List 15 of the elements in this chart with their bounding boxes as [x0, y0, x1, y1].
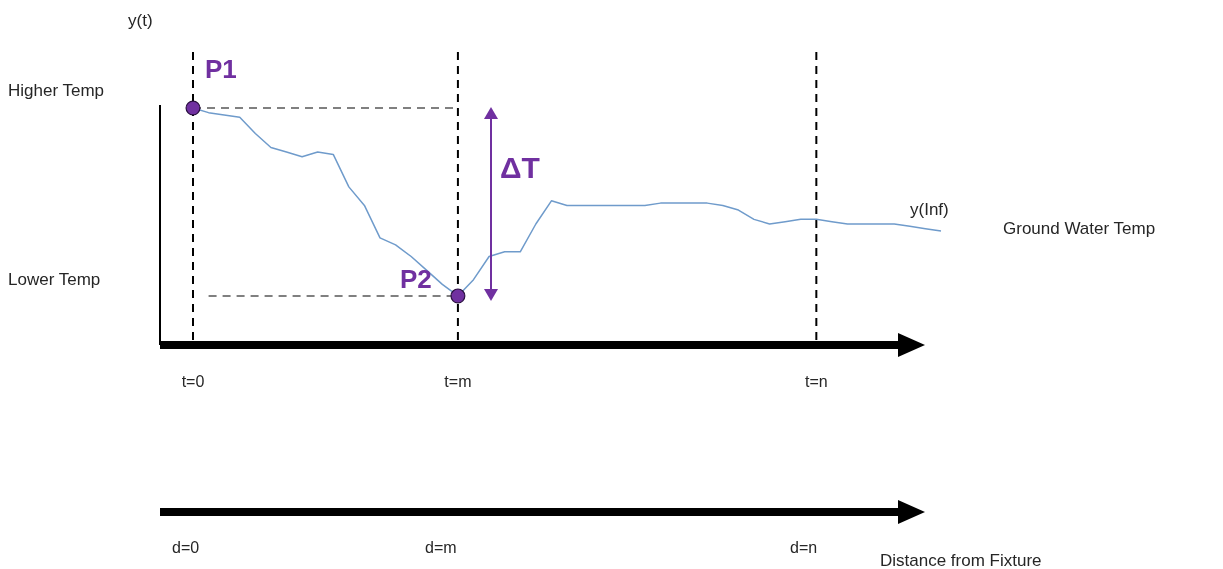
text: Lower Temp: [8, 270, 101, 289]
x-tick-label: t=0: [181, 373, 205, 391]
text: d=n: [790, 539, 818, 556]
text: Ground Water Temp: [1003, 219, 1156, 238]
annotation: ΔT: [500, 151, 540, 184]
text: d=0: [172, 539, 200, 556]
text: Higher Temp: [8, 81, 105, 100]
y-axis-title: y(t): [128, 11, 153, 30]
text: Distance from Fixture: [880, 551, 1042, 569]
annotation: P2: [399, 263, 432, 294]
x-tick-label: t=m: [444, 373, 472, 391]
x-tick-label: t=n: [804, 373, 828, 391]
annotation: y(Inf): [910, 200, 949, 219]
text: d=m: [425, 539, 457, 556]
annotation: P1: [205, 54, 237, 84]
